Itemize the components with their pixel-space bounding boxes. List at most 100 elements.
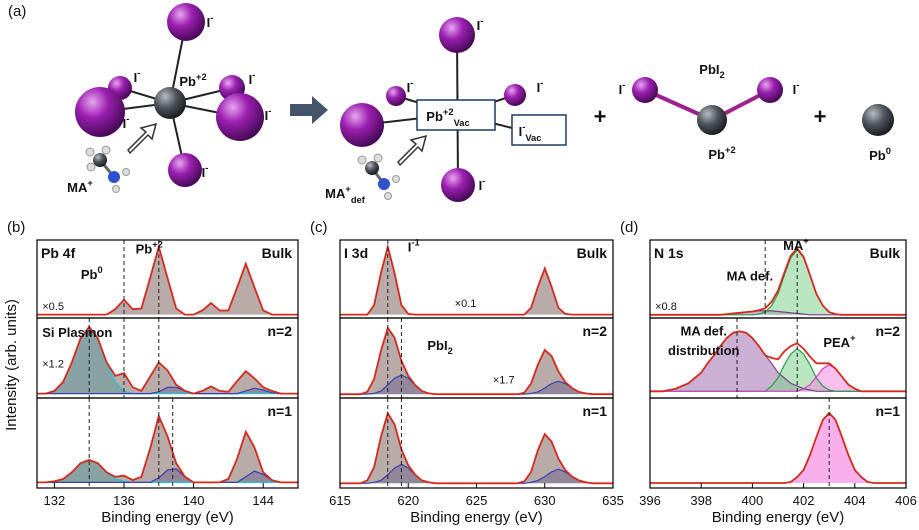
panel-tag: n=2 [582,323,607,339]
spectrum [37,413,298,484]
annotation: PEA+ [823,333,856,350]
atom [441,168,475,202]
panel-frame [36,397,299,489]
diagram-label: PbI2 [699,62,724,80]
peak-area [650,364,906,392]
diagram-label-base: I [793,82,797,97]
peak-area [340,246,613,315]
panel-frame [649,397,907,489]
annotation-base: Si Plasmon [42,325,112,340]
diagram-label-sup: - [796,80,799,90]
diagram-label-base: Pb [179,74,196,89]
fit-line [650,411,906,484]
annotation-base: Pb [81,267,98,282]
diagram-label-base: Pb [426,109,443,124]
molecule [85,145,130,193]
scale-factor: ×0.5 [42,301,64,313]
diagram-label-sup: 0 [886,146,891,156]
diagram-label: Pb+2Vac [426,107,469,128]
diagram-label: I- [407,78,414,95]
x-tick-label: 136 [113,493,135,508]
diagram-label: + [814,104,827,129]
diagram-label-base: I [537,80,541,95]
diagram-label-sup: + [345,184,351,194]
x-tick-label: 144 [252,493,274,508]
diagram-label-sub: Vac [525,133,541,143]
diagram-label-sup: - [480,16,483,26]
scale-factor: ×0.1 [455,298,477,310]
diagram-label-sup: - [540,78,543,88]
annotation-sup: + [850,333,856,343]
y-axis-label: Intensity (arb. units) [3,299,20,431]
peak-area [650,348,906,392]
diagram-label: I- [537,78,544,95]
panel-tag: n=1 [875,403,900,419]
diagram-label-base: I [477,18,481,33]
peak-area [340,413,613,484]
atom [168,153,202,187]
panel-title: I 3d [344,245,368,261]
spectrum [340,325,613,396]
diagram-label: I-Vac [519,122,542,143]
x-tick-label: 625 [466,493,488,508]
annotation-base: distribution [668,343,740,358]
diagram-label-base: I [123,116,127,131]
fit-line [650,330,906,393]
annotation-sup: -1 [411,238,419,248]
peak-area [650,331,906,392]
panel-tag: n=2 [875,323,900,339]
atom [862,104,894,136]
diagram-label-sub: 2 [720,70,725,80]
peak-area [37,416,298,483]
diagram-label-sup: +2 [443,107,454,117]
panel-tag: Bulk [262,245,293,261]
x-tick-label: 396 [639,493,661,508]
diagram-label: I- [479,176,486,193]
panel-title: Pb 4f [41,245,76,261]
spectrum [340,410,613,485]
scale-factor: ×1.2 [42,359,64,371]
fit-line [340,243,613,316]
vacancy-box [416,99,496,131]
diagram-label: + [594,104,607,129]
diagram-label: I- [793,80,800,97]
x-tick-label: 406 [895,493,917,508]
spectrum [650,411,906,484]
annotation: distribution [668,343,740,358]
atom [75,87,125,137]
fit-line [37,386,298,395]
annotation-base: I [408,240,412,255]
x-tick-label: 402 [793,493,815,508]
diagram-label-base: I [134,70,138,85]
spectrum [37,243,298,316]
fit-line [37,468,298,483]
diagram-label-base: Pb [869,148,886,163]
x-axis-label: Binding energy (eV) [410,509,543,526]
annotation-base: MA def. [727,269,773,284]
diagram-label-base: I [207,15,211,30]
diagram-label: I- [134,68,141,85]
atom [216,93,264,141]
diagram-label: I- [202,163,209,180]
x-axis-label: Binding energy (eV) [101,509,234,526]
panel-tag: Bulk [577,245,608,261]
diagram-label-base: Pb [708,147,725,162]
annotation: MA def. [727,269,773,284]
annotation: MA+ [783,236,809,253]
diagram-label-sup: - [205,163,208,173]
diagram-label-sup: - [482,176,485,186]
diagram-label-base: I [479,178,483,193]
scale-factor: ×1.7 [493,375,515,387]
x-tick-label: 404 [844,493,866,508]
molecule [357,153,400,200]
diagram-label-sup: - [522,122,525,132]
atom [632,77,658,103]
atom [439,17,475,53]
atom [386,86,406,106]
diagram-label-sub: def [351,195,366,205]
fit-line [37,243,298,316]
annotation: PbI2 [427,338,452,356]
diagram-label-sub: Vac [454,118,470,128]
diagram-label-base: + [594,104,607,129]
